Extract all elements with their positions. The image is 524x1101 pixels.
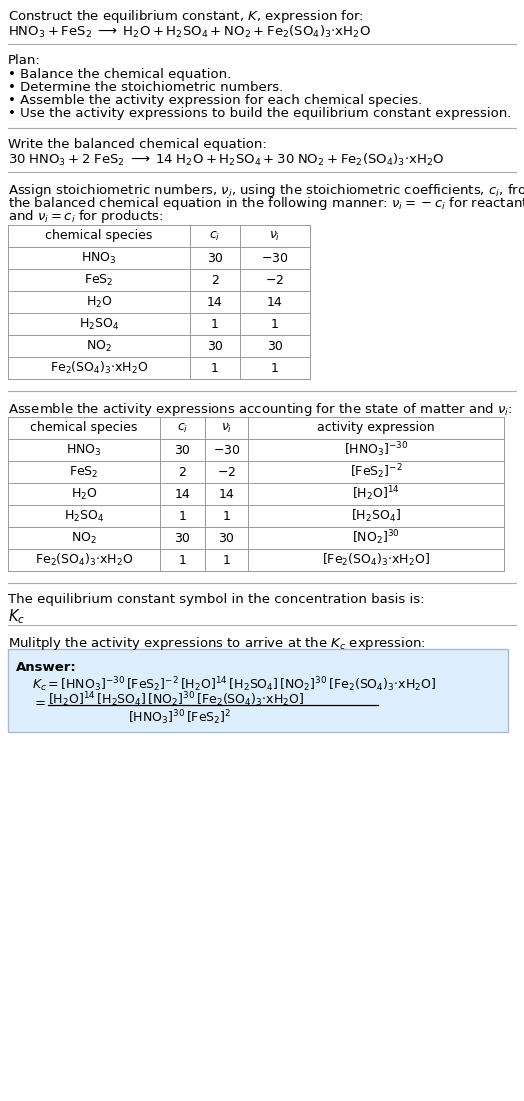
Text: $\mathrm{HNO_3}$: $\mathrm{HNO_3}$ (66, 443, 102, 458)
Text: 2: 2 (179, 466, 187, 479)
Text: Answer:: Answer: (16, 661, 77, 674)
Text: 2: 2 (211, 273, 219, 286)
Text: • Use the activity expressions to build the equilibrium constant expression.: • Use the activity expressions to build … (8, 107, 511, 120)
Text: 30: 30 (267, 339, 283, 352)
Text: 14: 14 (219, 488, 234, 501)
Text: 1: 1 (223, 510, 231, 523)
Text: $-30$: $-30$ (213, 444, 241, 457)
Text: $[\mathrm{H_2SO_4}]$: $[\mathrm{H_2SO_4}]$ (351, 508, 401, 524)
Text: $=$: $=$ (32, 696, 46, 709)
Text: chemical species: chemical species (45, 229, 152, 242)
Text: Construct the equilibrium constant, $K$, expression for:: Construct the equilibrium constant, $K$,… (8, 8, 364, 25)
FancyBboxPatch shape (8, 648, 508, 732)
Text: 1: 1 (271, 361, 279, 374)
Text: $-2$: $-2$ (266, 273, 285, 286)
Text: $[\mathrm{H_2O}]^{14}$: $[\mathrm{H_2O}]^{14}$ (352, 484, 400, 503)
Text: Write the balanced chemical equation:: Write the balanced chemical equation: (8, 138, 267, 151)
Text: 30: 30 (174, 532, 190, 545)
Text: 1: 1 (223, 554, 231, 567)
Text: Assign stoichiometric numbers, $\nu_i$, using the stoichiometric coefficients, $: Assign stoichiometric numbers, $\nu_i$, … (8, 182, 524, 199)
Text: $\nu_i$: $\nu_i$ (221, 422, 232, 435)
Text: $K_c$: $K_c$ (8, 607, 25, 625)
Text: Mulitply the activity expressions to arrive at the $K_c$ expression:: Mulitply the activity expressions to arr… (8, 635, 426, 652)
Text: $[\mathrm{NO_2}]^{30}$: $[\mathrm{NO_2}]^{30}$ (352, 528, 400, 547)
Text: $-2$: $-2$ (217, 466, 236, 479)
Text: 1: 1 (179, 554, 187, 567)
Text: • Assemble the activity expression for each chemical species.: • Assemble the activity expression for e… (8, 94, 422, 107)
Text: activity expression: activity expression (317, 422, 435, 435)
Text: chemical species: chemical species (30, 422, 138, 435)
Text: $\mathrm{HNO_3 + FeS_2 \;\longrightarrow\; H_2O + H_2SO_4 + NO_2 + Fe_2(SO_4)_3{: $\mathrm{HNO_3 + FeS_2 \;\longrightarrow… (8, 24, 371, 40)
Text: $\mathrm{NO_2}$: $\mathrm{NO_2}$ (86, 338, 112, 353)
Text: the balanced chemical equation in the following manner: $\nu_i = -c_i$ for react: the balanced chemical equation in the fo… (8, 195, 524, 212)
Text: $\mathrm{30\;HNO_3 + 2\;FeS_2 \;\longrightarrow\; 14\;H_2O + H_2SO_4 + 30\;NO_2 : $\mathrm{30\;HNO_3 + 2\;FeS_2 \;\longrig… (8, 152, 444, 168)
Text: 30: 30 (207, 339, 223, 352)
Text: $\mathrm{FeS_2}$: $\mathrm{FeS_2}$ (69, 465, 99, 480)
Text: • Balance the chemical equation.: • Balance the chemical equation. (8, 68, 231, 81)
Text: Assemble the activity expressions accounting for the state of matter and $\nu_i$: Assemble the activity expressions accoun… (8, 401, 512, 418)
Text: $\mathrm{H_2O}$: $\mathrm{H_2O}$ (71, 487, 97, 502)
Text: $\nu_i$: $\nu_i$ (269, 229, 281, 242)
Text: Plan:: Plan: (8, 54, 41, 67)
Text: $c_i$: $c_i$ (177, 422, 188, 435)
Text: 30: 30 (219, 532, 234, 545)
Text: 14: 14 (267, 295, 283, 308)
Text: 1: 1 (211, 317, 219, 330)
Text: 14: 14 (207, 295, 223, 308)
Text: $\mathrm{NO_2}$: $\mathrm{NO_2}$ (71, 531, 97, 546)
Text: • Determine the stoichiometric numbers.: • Determine the stoichiometric numbers. (8, 81, 283, 94)
Text: 1: 1 (211, 361, 219, 374)
Text: $[\mathrm{FeS_2}]^{-2}$: $[\mathrm{FeS_2}]^{-2}$ (350, 462, 402, 481)
Text: $[\mathrm{H_2O}]^{14}\,[\mathrm{H_2SO_4}]\,[\mathrm{NO_2}]^{30}\,[\mathrm{Fe_2(S: $[\mathrm{H_2O}]^{14}\,[\mathrm{H_2SO_4}… (48, 690, 304, 709)
Text: $\mathrm{Fe_2(SO_4)_3{\cdot}xH_2O}$: $\mathrm{Fe_2(SO_4)_3{\cdot}xH_2O}$ (50, 360, 148, 377)
Text: $K_c = [\mathrm{HNO_3}]^{-30}\,[\mathrm{FeS_2}]^{-2}\,[\mathrm{H_2O}]^{14}\,[\ma: $K_c = [\mathrm{HNO_3}]^{-30}\,[\mathrm{… (32, 675, 436, 694)
Text: $[\mathrm{Fe_2(SO_4)_3{\cdot}xH_2O}]$: $[\mathrm{Fe_2(SO_4)_3{\cdot}xH_2O}]$ (322, 552, 430, 568)
Text: 30: 30 (174, 444, 190, 457)
Text: $[\mathrm{HNO_3}]^{-30}$: $[\mathrm{HNO_3}]^{-30}$ (344, 440, 408, 459)
Text: 30: 30 (207, 251, 223, 264)
Text: and $\nu_i = c_i$ for products:: and $\nu_i = c_i$ for products: (8, 208, 163, 225)
Text: $-30$: $-30$ (261, 251, 289, 264)
Text: $c_i$: $c_i$ (210, 229, 221, 242)
Text: $\mathrm{Fe_2(SO_4)_3{\cdot}xH_2O}$: $\mathrm{Fe_2(SO_4)_3{\cdot}xH_2O}$ (35, 552, 133, 568)
Text: The equilibrium constant symbol in the concentration basis is:: The equilibrium constant symbol in the c… (8, 593, 424, 606)
Text: 1: 1 (271, 317, 279, 330)
Text: $\mathrm{H_2SO_4}$: $\mathrm{H_2SO_4}$ (64, 509, 104, 524)
Text: $\mathrm{HNO_3}$: $\mathrm{HNO_3}$ (81, 250, 117, 265)
Text: 1: 1 (179, 510, 187, 523)
Text: $\mathrm{FeS_2}$: $\mathrm{FeS_2}$ (84, 272, 114, 287)
Text: 14: 14 (174, 488, 190, 501)
Text: $\mathrm{H_2O}$: $\mathrm{H_2O}$ (86, 294, 112, 309)
Text: $\mathrm{H_2SO_4}$: $\mathrm{H_2SO_4}$ (79, 316, 119, 331)
Text: $[\mathrm{HNO_3}]^{30}\,[\mathrm{FeS_2}]^{2}$: $[\mathrm{HNO_3}]^{30}\,[\mathrm{FeS_2}]… (128, 708, 232, 727)
